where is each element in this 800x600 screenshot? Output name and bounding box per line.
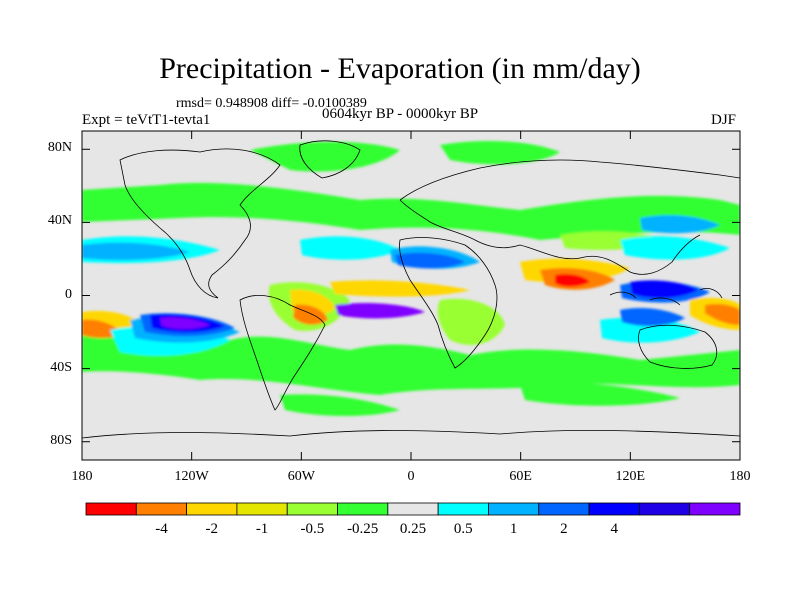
field-region [630,280,698,299]
lat-tick-label: 80S [50,432,72,448]
colorbar-label: 0.25 [399,521,427,537]
colorbar-label: -2 [205,521,219,537]
lon-tick-label: 0 [407,469,415,484]
colorbar-swatch [387,502,439,516]
lon-tick-label: 180 [729,469,751,484]
colorbar-swatch [588,502,640,516]
coastline-eurasia [399,159,740,275]
colorbar-label: -1 [255,521,269,537]
colorbar-swatch [638,502,691,516]
colorbar-swatch [286,502,338,516]
lat-tick-label: 40S [50,359,72,375]
field-region [555,273,590,287]
field-region [82,324,740,395]
colorbar-swatch [85,502,137,516]
field-region [280,394,400,416]
lat-tick-label: 0 [65,286,72,302]
colorbar-label: 2 [560,521,568,537]
colorbar-swatch [538,502,590,516]
field-region [395,252,465,269]
experiment-label: Expt = teVtT1-tevta1 [82,112,211,128]
field-region [620,236,730,260]
lon-tick-label: 120E [615,469,646,484]
map-title: Precipitation - Evaporation (in mm/day) [159,52,641,85]
field-region [705,303,740,325]
field-region [250,141,400,172]
lon-tick-label: 60E [509,469,532,484]
lat-ticks [82,148,740,443]
stats-text: rmsd= 0.948908 diff= -0.0100389 [176,96,367,111]
colorbar-swatch [337,502,389,516]
colorbar-swatch [689,502,741,516]
field-region [82,242,190,260]
lon-ticks [81,131,741,460]
lon-tick-label: 60W [287,469,315,484]
colorbar-label: -0.5 [300,521,325,537]
colorbar-label: 0.5 [453,521,473,537]
lon-tick-label: 180 [71,469,93,484]
field-region [640,215,720,234]
lat-tick-label: 40N [47,213,72,229]
field-region [437,298,505,345]
colorbar [85,502,741,516]
colorbar-swatch [437,502,489,516]
season-label: DJF [711,112,737,128]
colorbar-label: -0.25 [347,521,379,537]
coastline-maritime-continent [609,288,723,306]
coastlines [82,140,740,439]
colorbar-swatch [135,502,188,516]
field-region [330,280,470,297]
colorbar-label: -4 [155,521,168,537]
period-text: 0604kyr BP - 0000kyr BP [322,106,479,122]
coastline-north-america [119,148,281,299]
lon-tick-label: 120W [174,469,209,484]
colorbar-swatch [236,502,288,516]
field-region [520,382,680,406]
field-region [620,307,685,327]
coastline-antarctica [82,429,740,439]
field-region [160,317,210,329]
coastline-south-america [239,295,326,411]
colorbar-swatch [186,502,238,516]
field-region [600,317,700,343]
coastline-australia [638,324,718,369]
colorbar-swatch [488,502,540,516]
field-region [300,236,400,260]
colorbar-label: 4 [610,521,618,537]
colorbar-label: 1 [509,521,518,537]
field-region [440,140,560,165]
coastline-africa [399,237,498,369]
lat-tick-label: 80N [47,140,72,156]
field-region [335,302,425,319]
coastline-greenland [299,140,361,179]
